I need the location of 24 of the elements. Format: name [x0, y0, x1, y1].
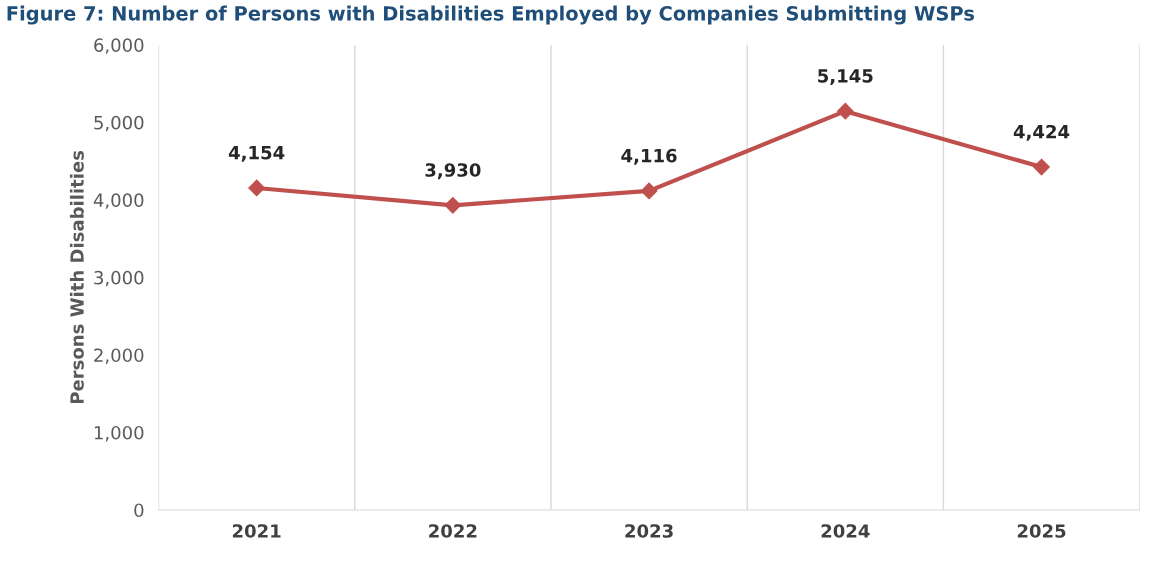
y-tick-label: 2,000	[94, 348, 144, 364]
text: 3,930	[425, 163, 481, 180]
y-tick-label: 5,000	[94, 115, 144, 132]
y-tick-label: 6,000	[94, 38, 144, 54]
x-tick-label: 2021	[232, 524, 281, 538]
point	[248, 179, 265, 197]
text: 5,145	[818, 69, 873, 85]
x-tick-label: 2022	[429, 524, 477, 538]
point	[444, 196, 462, 214]
y-tick-label: 3,000	[94, 270, 144, 287]
text: 4,424	[1013, 124, 1070, 141]
x-tick-label: 2024	[821, 524, 870, 538]
x-tick-label: 2025	[1017, 524, 1066, 538]
text: 4,154	[228, 146, 285, 162]
y-tick-label: 4,000	[93, 193, 144, 209]
point	[836, 102, 854, 120]
text: 4,116	[621, 148, 677, 165]
y-axis-title: Persons With Disabilities	[69, 150, 84, 404]
y-tick-label: 0	[134, 503, 144, 518]
x-tick-label: 2023	[625, 524, 673, 538]
y-tick-label: 1,000	[94, 425, 144, 442]
point	[1033, 158, 1050, 176]
point	[640, 182, 658, 200]
chart-title: Figure 7: Number of Persons with Disabilities Employed by Companies Submitting WSPs	[7, 5, 974, 25]
